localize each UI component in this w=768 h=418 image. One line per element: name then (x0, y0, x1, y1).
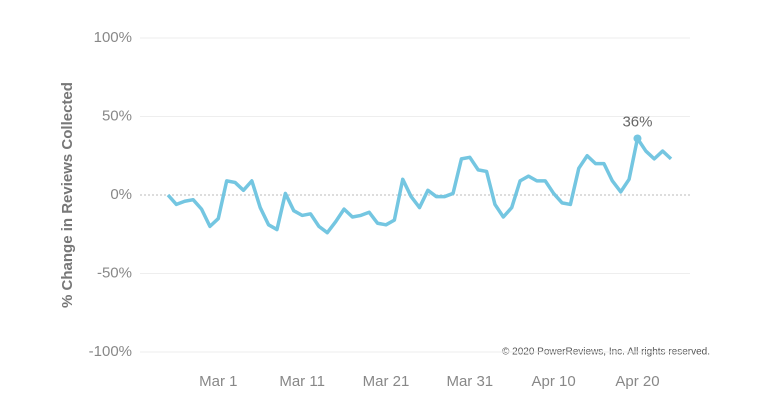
x-tick-label: Apr 10 (532, 373, 576, 390)
y-axis-label: % Change in Reviews Collected (59, 82, 76, 308)
y-tick-label: -100% (89, 343, 132, 360)
y-tick-label: 0% (110, 186, 132, 203)
y-tick-label: 50% (102, 107, 132, 124)
x-tick-label: Mar 1 (199, 373, 237, 390)
x-tick-label: Mar 31 (446, 373, 493, 390)
y-tick-label: -50% (97, 264, 132, 281)
y-tick-label: 100% (94, 29, 132, 46)
point (633, 134, 642, 143)
x-tick-label: Apr 20 (615, 373, 659, 390)
x-tick-label: Mar 21 (363, 373, 410, 390)
data-label: 36% (622, 113, 652, 130)
x-tick-label: Mar 11 (279, 373, 325, 390)
line (166, 136, 673, 235)
